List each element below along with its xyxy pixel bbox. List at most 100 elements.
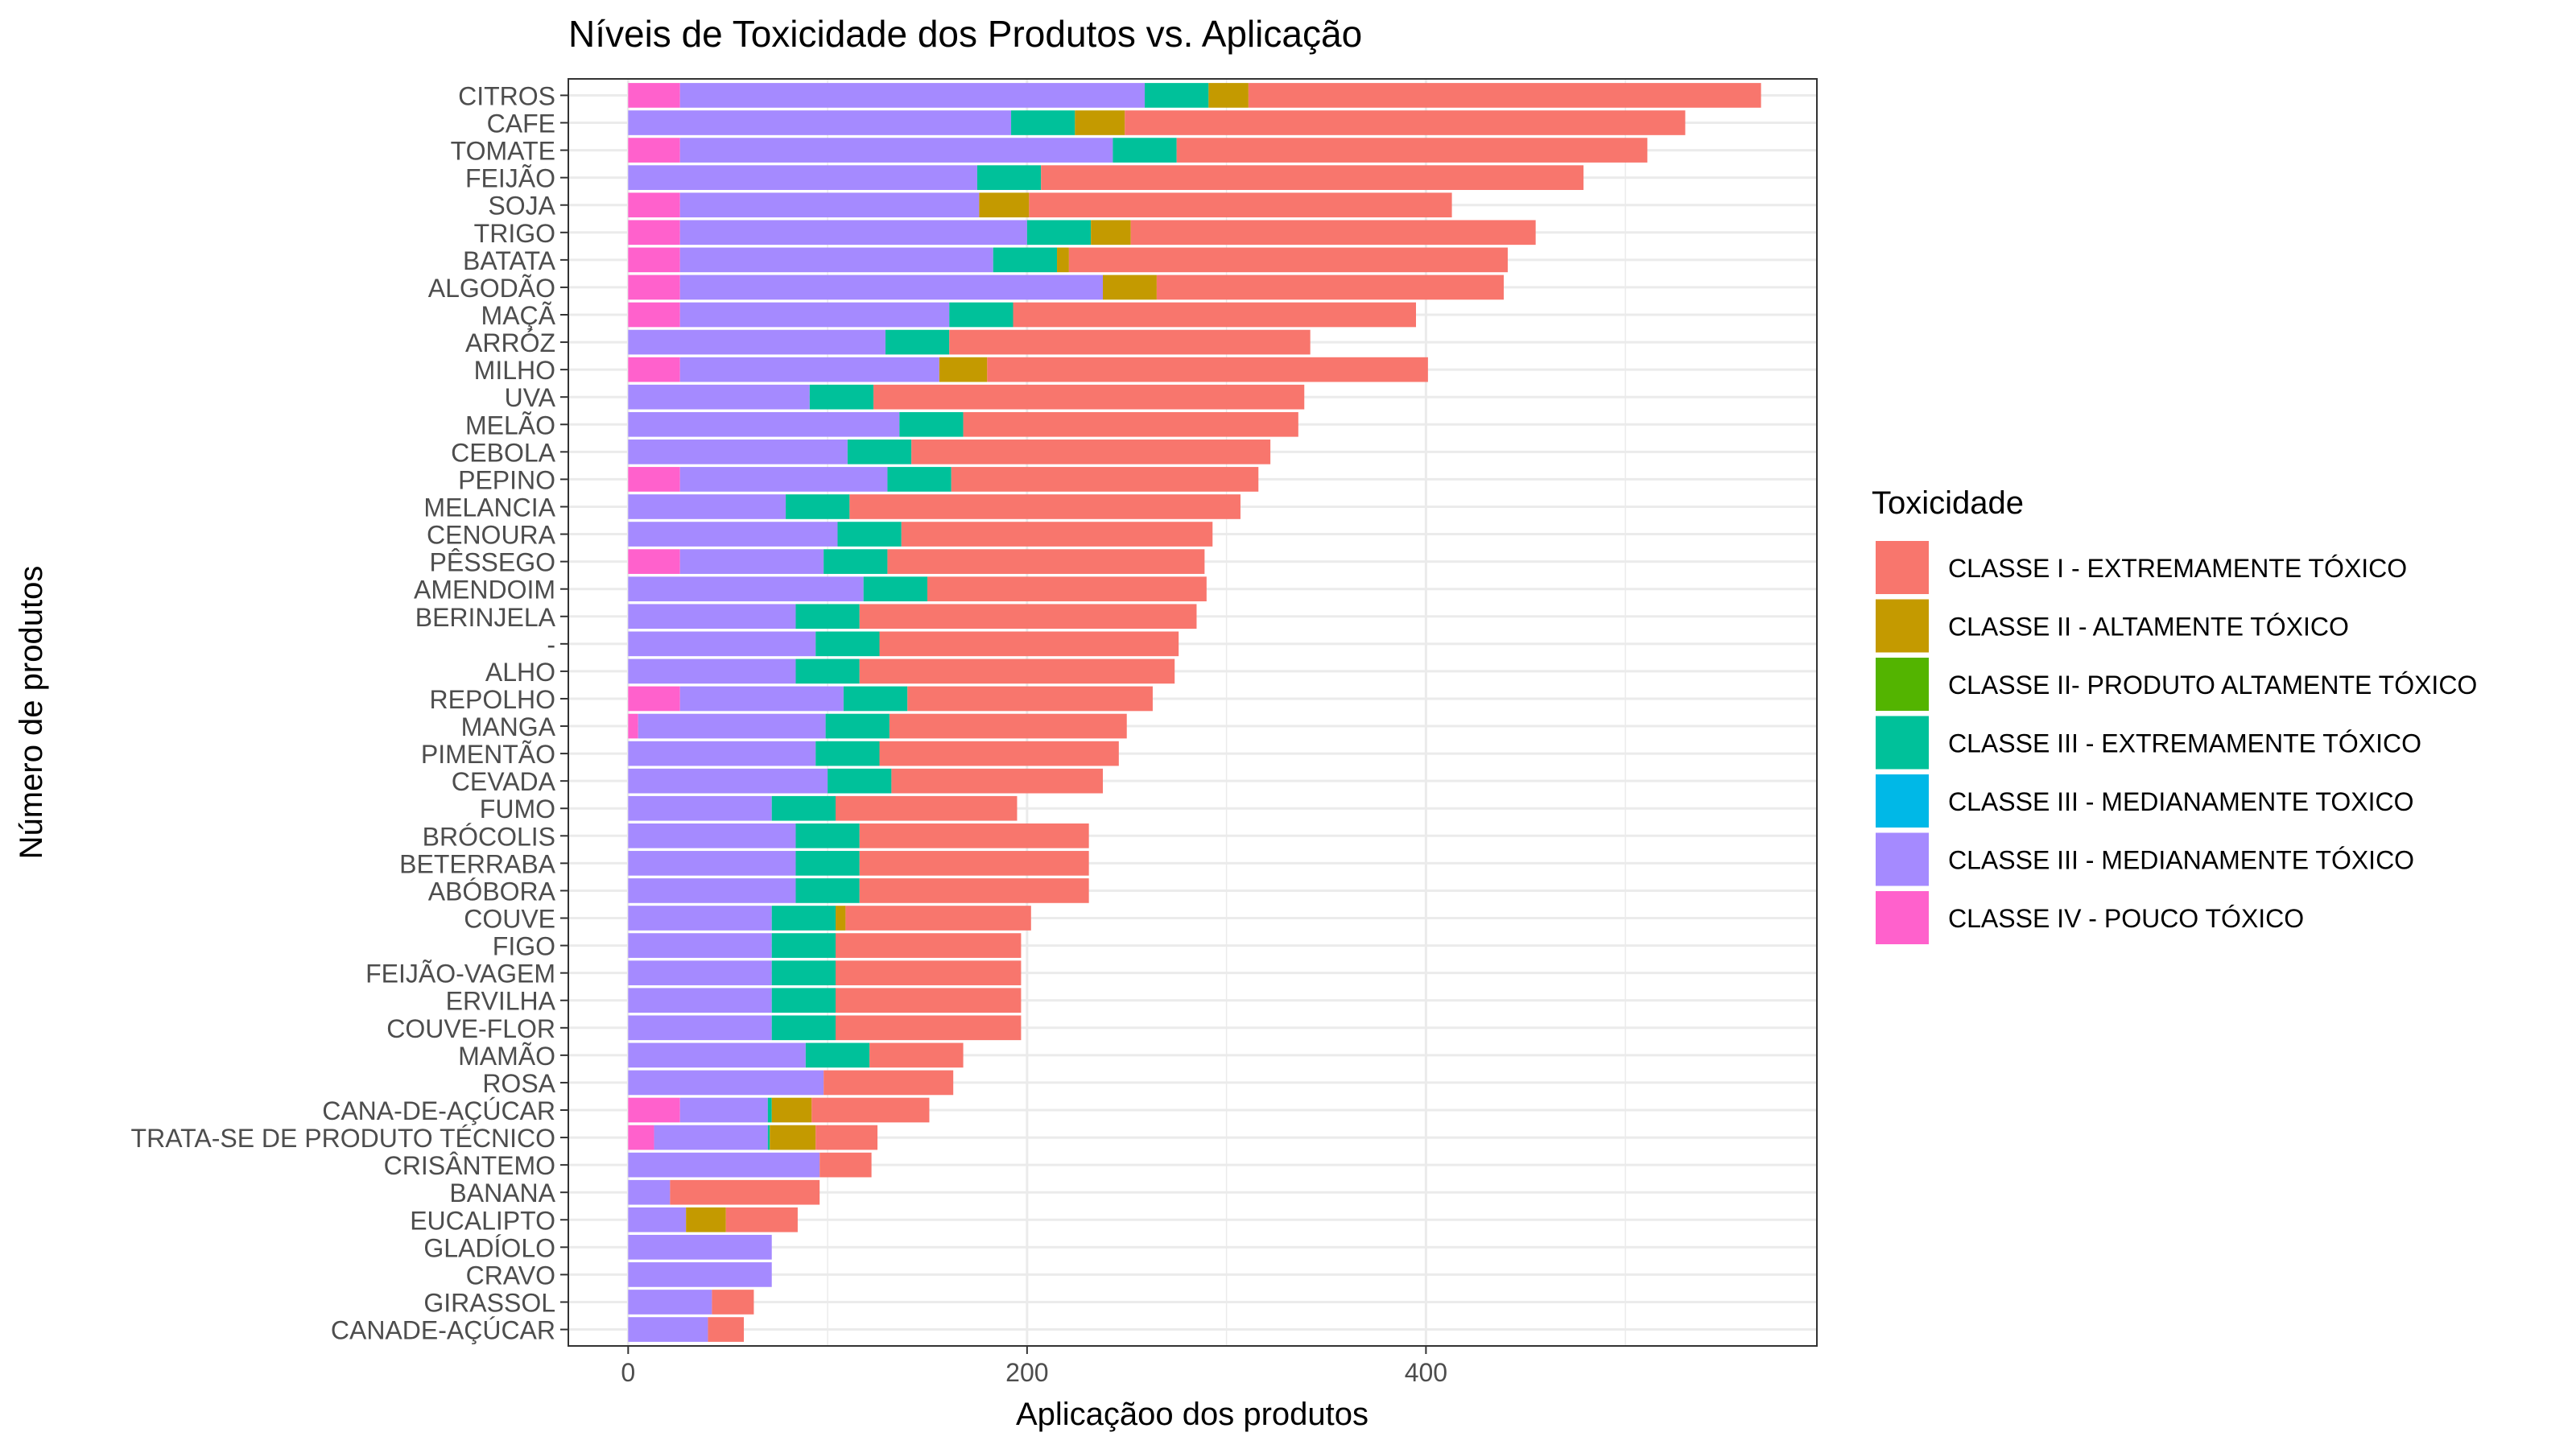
x-tick-label: 400	[1405, 1358, 1447, 1387]
category-label: CANA-DE-AÇÚCAR	[322, 1096, 555, 1125]
bar-segment	[628, 110, 1012, 135]
bar-segment	[859, 823, 1089, 848]
bar-segment	[836, 1015, 1022, 1041]
legend-swatch	[1876, 716, 1929, 770]
bar-segment	[628, 357, 680, 382]
bar-segment	[771, 933, 836, 958]
category-label: FUMO	[480, 795, 555, 824]
bar-segment	[628, 686, 680, 712]
bar-segment	[891, 768, 1104, 794]
bar-segment	[1091, 220, 1131, 246]
category-label: BANANA	[449, 1178, 555, 1207]
bar-segment	[679, 83, 1146, 108]
bar-segment	[654, 1125, 768, 1150]
y-axis-title: Número de produtos	[14, 566, 49, 860]
category-label: AMENDOIM	[414, 576, 555, 605]
category-label: MELANCIA	[423, 493, 555, 522]
category-label: PÊSSEGO	[430, 548, 556, 577]
bar-segment	[899, 411, 964, 437]
bar-segment	[949, 302, 1013, 328]
legend-swatch	[1876, 891, 1929, 944]
bar-segment	[628, 960, 772, 985]
category-label: CENOURA	[427, 521, 556, 550]
bar-segment	[1125, 110, 1686, 135]
bar-segment	[809, 384, 874, 410]
bar-segment	[786, 494, 850, 519]
bar-segment	[679, 467, 888, 492]
axis-layer: CITROSCAFETOMATEFEIJÃOSOJATRIGOBATATAALG…	[131, 81, 1448, 1387]
bar-segment	[825, 713, 890, 739]
category-label: TOMATE	[451, 137, 555, 166]
legend-label: CLASSE III - MEDIANAMENTE TÓXICO	[1948, 846, 2414, 875]
bar-segment	[847, 440, 912, 464]
bar-segment	[824, 549, 888, 574]
bar-segment	[628, 741, 816, 766]
bar-segment	[628, 988, 772, 1013]
bar-segment	[770, 1125, 816, 1150]
chart-title: Níveis de Toxicidade dos Produtos vs. Ap…	[568, 13, 1362, 55]
bar-segment	[1103, 275, 1157, 300]
bar-segment	[628, 440, 848, 464]
bar-segment	[670, 1179, 820, 1205]
bar-segment	[628, 933, 772, 958]
bar-segment	[795, 851, 860, 876]
bar-segment	[976, 165, 1042, 190]
bar-segment	[628, 604, 796, 629]
bar-segment	[1075, 110, 1125, 135]
bar-segment	[836, 960, 1022, 985]
bar-segment	[849, 494, 1241, 519]
bar-segment	[1248, 83, 1761, 108]
bar-segment	[628, 658, 796, 684]
bar-segment	[628, 302, 680, 328]
category-label: ABÓBORA	[428, 877, 556, 906]
category-label: PIMENTÃO	[421, 740, 555, 769]
bar-segment	[628, 1097, 680, 1123]
legend-swatch	[1876, 658, 1929, 711]
category-label: ARRÓZ	[465, 328, 555, 357]
bar-segment	[979, 192, 1030, 218]
legend-items: CLASSE I - EXTREMAMENTE TÓXICO CLASSE II …	[1876, 541, 2477, 944]
category-label: MAÇÃ	[481, 301, 556, 330]
bar-segment	[963, 411, 1298, 437]
bar-segment	[901, 522, 1213, 547]
bar-segment	[628, 275, 680, 300]
bar-segment	[1068, 247, 1508, 273]
bar-segment	[1130, 220, 1536, 246]
category-label: CRISÂNTEMO	[384, 1151, 555, 1180]
bar-segment	[815, 741, 880, 766]
bar-segment	[859, 878, 1089, 903]
category-label: CAFE	[487, 109, 555, 138]
bar-segment	[628, 1290, 712, 1315]
bar-segment	[911, 440, 1271, 464]
legend-swatch	[1876, 832, 1929, 886]
bar-segment	[771, 906, 836, 931]
bar-segment	[843, 686, 908, 712]
bar-segment	[824, 1070, 954, 1096]
bar-segment	[708, 1317, 745, 1342]
bar-segment	[887, 467, 952, 492]
bar-segment	[679, 357, 939, 382]
bar-segment	[836, 795, 1018, 821]
bar-segment	[628, 795, 772, 821]
bar-segment	[1176, 138, 1648, 163]
bar-segment	[869, 1042, 964, 1068]
bar-segment	[686, 1207, 726, 1232]
category-label: CEBOLA	[451, 438, 555, 467]
bar-segment	[1041, 165, 1584, 190]
category-label: CITROS	[458, 81, 555, 110]
bar-segment	[951, 467, 1259, 492]
bar-segment	[725, 1207, 798, 1232]
legend-label: CLASSE I - EXTREMAMENTE TÓXICO	[1948, 554, 2407, 583]
bar-segment	[679, 275, 1104, 300]
bar-segment	[679, 247, 993, 273]
category-label: BERINJELA	[415, 603, 556, 632]
category-label: MAMÃO	[458, 1042, 555, 1071]
bar-segment	[628, 1179, 671, 1205]
bar-segment	[628, 878, 796, 903]
x-tick-label: 200	[1005, 1358, 1048, 1387]
category-label: -	[547, 630, 555, 659]
bar-segment	[628, 411, 900, 437]
bar-segment	[628, 329, 886, 355]
bar-segment	[628, 1015, 772, 1041]
